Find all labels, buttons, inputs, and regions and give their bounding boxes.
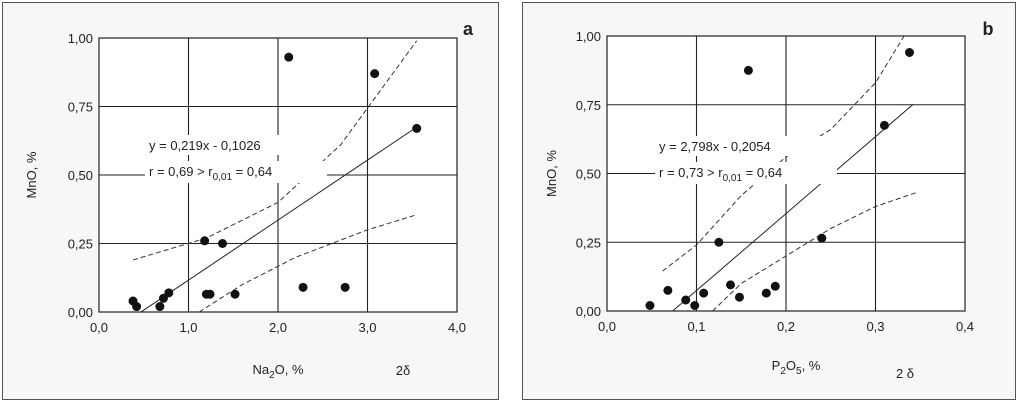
- sigma-label: 2δ: [396, 363, 410, 378]
- data-point: [298, 282, 308, 292]
- y-tick-label: 1,00: [68, 31, 93, 46]
- x-tick-label: 2,0: [269, 320, 287, 335]
- data-point: [681, 295, 691, 305]
- data-point: [879, 120, 889, 130]
- data-point: [230, 289, 240, 299]
- data-point: [132, 302, 142, 312]
- chart-panel-a: 0,0 1,0 2,0 3,0 4,0 0,00 0,25 0,50 0,75 1,00 y = 0…: [2, 2, 499, 400]
- chart-a-svg: 0,0 1,0 2,0 3,0 4,0 0,00 0,25 0,50 0,75 1,00 y = 0…: [24, 19, 474, 381]
- x-tick-label: 0,2: [777, 319, 795, 334]
- y-axis-label: MnO, %: [544, 150, 559, 197]
- data-point: [155, 302, 165, 312]
- regression-equation: y = 0,219x - 0,1026: [149, 138, 261, 153]
- x-tick-label: 0,0: [90, 320, 108, 335]
- data-point: [690, 301, 700, 310]
- x-tick-label: 3,0: [358, 320, 376, 335]
- x-tick-label: 0,1: [687, 319, 705, 334]
- data-point: [164, 288, 174, 298]
- x-axis-label: Na2O, %: [252, 362, 304, 381]
- correlation-text: r = 0,69 > r0,01 = 0,64: [149, 164, 272, 183]
- data-point: [370, 69, 380, 79]
- y-tick-label: 0,25: [68, 237, 93, 252]
- data-point: [218, 239, 228, 248]
- y-tick-label: 0,25: [576, 235, 601, 250]
- y-tick-label: 0,00: [576, 304, 601, 319]
- sigma-label: 2 δ: [896, 366, 914, 381]
- data-point: [200, 236, 210, 246]
- confidence-upper-curve: [132, 40, 418, 261]
- x-axis-label: P2O5, %: [772, 358, 821, 377]
- regression-equation: y = 2,798x - 0,2054: [659, 139, 771, 154]
- y-tick-label: 0,50: [68, 168, 93, 183]
- x-tick-label: 0,3: [866, 319, 884, 334]
- data-point: [817, 233, 827, 243]
- x-tick-label: 1,0: [179, 320, 197, 335]
- y-tick-label: 0,75: [576, 98, 601, 113]
- equation-bg: [655, 136, 837, 156]
- data-point: [340, 282, 350, 292]
- data-point: [726, 280, 736, 290]
- y-tick-label: 0,50: [576, 167, 601, 182]
- panel-letter: a: [463, 19, 474, 39]
- x-tick-label: 0,4: [956, 319, 974, 334]
- data-point: [645, 301, 655, 310]
- data-point: [699, 288, 709, 298]
- chart-panel-b: 0,0 0,1 0,2 0,3 0,4 0,00 0,25 0,50 0,75 1,00 y = 2…: [522, 2, 1016, 400]
- y-tick-label: 0,75: [68, 100, 93, 115]
- equation-bg: [145, 135, 327, 155]
- regression-line: [672, 103, 914, 311]
- x-tick-label: 4,0: [448, 320, 466, 335]
- data-point: [743, 65, 753, 75]
- data-point: [714, 237, 724, 247]
- data-point: [761, 288, 771, 298]
- panel-letter: b: [983, 19, 994, 39]
- data-point: [770, 281, 780, 291]
- y-tick-label: 0,00: [68, 305, 93, 320]
- y-tick-label: 1,00: [576, 29, 601, 44]
- equation-bg: [655, 162, 837, 184]
- equation-bg: [145, 161, 327, 183]
- y-axis-label: MnO, %: [24, 151, 39, 198]
- confidence-upper-curve: [662, 35, 905, 272]
- data-point: [412, 123, 422, 133]
- regression-line: [140, 126, 418, 313]
- data-point: [734, 292, 744, 302]
- correlation-text: r = 0,73 > r0,01 = 0,64: [659, 165, 782, 184]
- data-point: [905, 48, 915, 57]
- confidence-lower-curve: [712, 192, 916, 312]
- x-tick-label: 0,0: [598, 319, 616, 334]
- data-point: [205, 289, 215, 299]
- data-point: [663, 285, 673, 295]
- confidence-lower-curve: [198, 214, 417, 313]
- chart-b-svg: 0,0 0,1 0,2 0,3 0,4 0,00 0,25 0,50 0,75 1,00 y = 2…: [544, 19, 994, 381]
- data-point: [284, 52, 294, 62]
